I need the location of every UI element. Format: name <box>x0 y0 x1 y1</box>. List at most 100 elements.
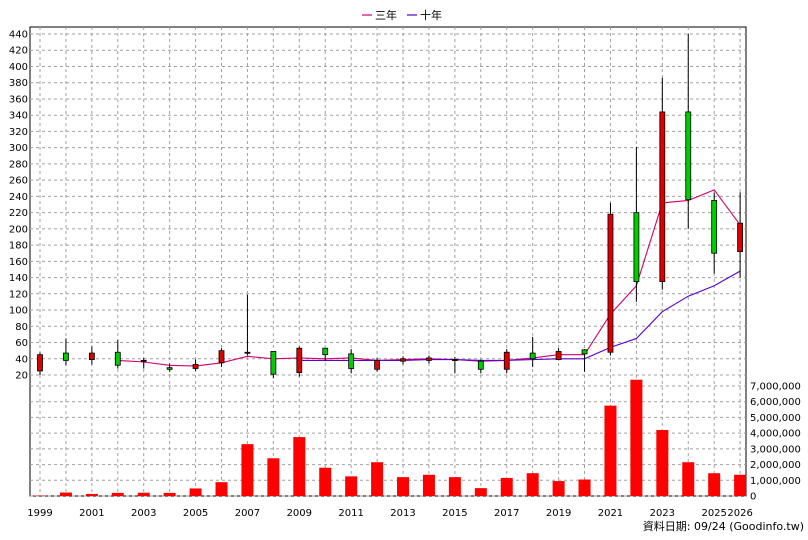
price-tick-label: 200 <box>9 224 28 235</box>
candle-body <box>426 357 432 361</box>
price-tick-label: 60 <box>15 338 28 349</box>
volume-bar <box>215 482 228 496</box>
price-tick-label: 220 <box>9 208 28 219</box>
candle-body <box>270 351 277 375</box>
candle-body <box>607 213 614 353</box>
candle-body <box>477 360 484 370</box>
x-tick-label: 2005 <box>183 508 208 519</box>
volume-bar <box>604 405 617 496</box>
x-tick-label: 2019 <box>546 508 571 519</box>
volume-bar <box>111 492 124 496</box>
ten-year-line <box>299 270 741 361</box>
candle-body <box>581 349 588 355</box>
volume-tick-label: 5,000,000 <box>750 413 801 424</box>
volume-bar <box>422 474 435 496</box>
volume-tick-label: 0 <box>750 492 756 503</box>
candle-body <box>88 352 95 360</box>
candle-body <box>218 350 225 364</box>
volume-bar <box>241 444 254 496</box>
candle-body <box>166 367 173 370</box>
volume-bar <box>319 467 332 496</box>
volume-tick-label: 1,000,000 <box>750 476 801 487</box>
candle-body <box>529 352 536 360</box>
candle-body <box>192 364 199 369</box>
price-tick-label: 300 <box>9 143 28 154</box>
volume-bar <box>578 479 591 496</box>
candle-body <box>63 352 69 361</box>
volume-bar <box>474 488 487 496</box>
x-tick-label: 1999 <box>27 508 52 519</box>
price-tick-label: 320 <box>9 127 28 138</box>
price-tick-label: 400 <box>9 62 28 73</box>
price-tick-label: 40 <box>15 354 28 365</box>
candle-body <box>503 351 510 370</box>
price-tick-label: 240 <box>9 192 28 203</box>
volume-tick-label: 3,000,000 <box>750 444 801 455</box>
volume-bar <box>371 462 384 496</box>
candle-body <box>633 212 640 283</box>
candle-body <box>114 351 121 366</box>
volume-bar <box>345 476 358 496</box>
price-tick-label: 80 <box>15 322 28 333</box>
legend-label-ten-year: 十年 <box>420 8 442 22</box>
price-tick-label: 260 <box>9 176 28 187</box>
price-tick-label: 440 <box>9 30 28 41</box>
volume-bar <box>85 493 98 496</box>
volume-bar <box>656 430 669 496</box>
candle-body <box>37 354 43 372</box>
legend-label-three-year: 三年 <box>375 8 397 22</box>
volume-bar <box>163 492 176 496</box>
x-tick-label: 2011 <box>338 508 363 519</box>
x-tick-label: 2001 <box>79 508 104 519</box>
candle-body <box>451 359 458 361</box>
price-tick-label: 380 <box>9 78 28 89</box>
candle-body <box>685 111 692 201</box>
volume-bar <box>189 488 202 496</box>
volume-bar <box>734 474 747 496</box>
candle-body <box>737 222 744 252</box>
volume-tick-label: 2,000,000 <box>750 460 801 471</box>
volume-bar <box>59 492 72 496</box>
x-tick-label: 2023 <box>650 508 675 519</box>
price-tick-label: 100 <box>9 306 28 317</box>
x-tick-label: 2025 <box>701 508 726 519</box>
plot-area: 20 40 60 80 100 120 140 160 180 200 220 240 260 280 30… <box>9 26 801 519</box>
volume-tick-label: 6,000,000 <box>750 397 801 408</box>
price-tick-label: 120 <box>9 289 28 300</box>
candle-body <box>140 359 147 362</box>
candle-body <box>374 359 380 370</box>
x-tick-label: 2015 <box>442 508 467 519</box>
candle-body <box>296 347 303 373</box>
volume-bar <box>397 477 410 496</box>
volume-bar <box>448 477 461 496</box>
candle-body <box>659 111 666 283</box>
price-tick-label: 160 <box>9 257 28 268</box>
volume-bar <box>526 473 539 496</box>
x-tick-label: 2003 <box>131 508 156 519</box>
candle-body <box>711 200 718 254</box>
x-tick-label: 2021 <box>598 508 623 519</box>
legend: 三年 十年 <box>362 8 442 22</box>
x-tick-label: 2017 <box>494 508 519 519</box>
x-tick-label: 2007 <box>235 508 260 519</box>
volume-tick-label: 4,000,000 <box>750 429 801 440</box>
price-tick-label: 20 <box>15 371 28 382</box>
candle-body <box>322 347 329 356</box>
volume-tick-label: 7,000,000 <box>750 382 801 393</box>
price-tick-label: 140 <box>9 273 28 284</box>
price-tick-label: 340 <box>9 111 28 122</box>
price-tick-label: 360 <box>9 94 28 105</box>
candle-body <box>348 353 355 369</box>
price-tick-label: 180 <box>9 241 28 252</box>
data-date-footer: 資料日期: 09/24 (Goodinfo.tw) <box>643 519 804 533</box>
volume-bar <box>34 495 46 497</box>
candle-body <box>555 351 562 360</box>
price-tick-label: 420 <box>9 46 28 57</box>
candle-body <box>400 358 406 362</box>
x-tick-label: 2013 <box>390 508 415 519</box>
volume-bar <box>552 481 565 496</box>
x-tick-label: 2026 <box>727 508 752 519</box>
price-tick-label: 280 <box>9 159 28 170</box>
candle-body <box>244 351 251 354</box>
